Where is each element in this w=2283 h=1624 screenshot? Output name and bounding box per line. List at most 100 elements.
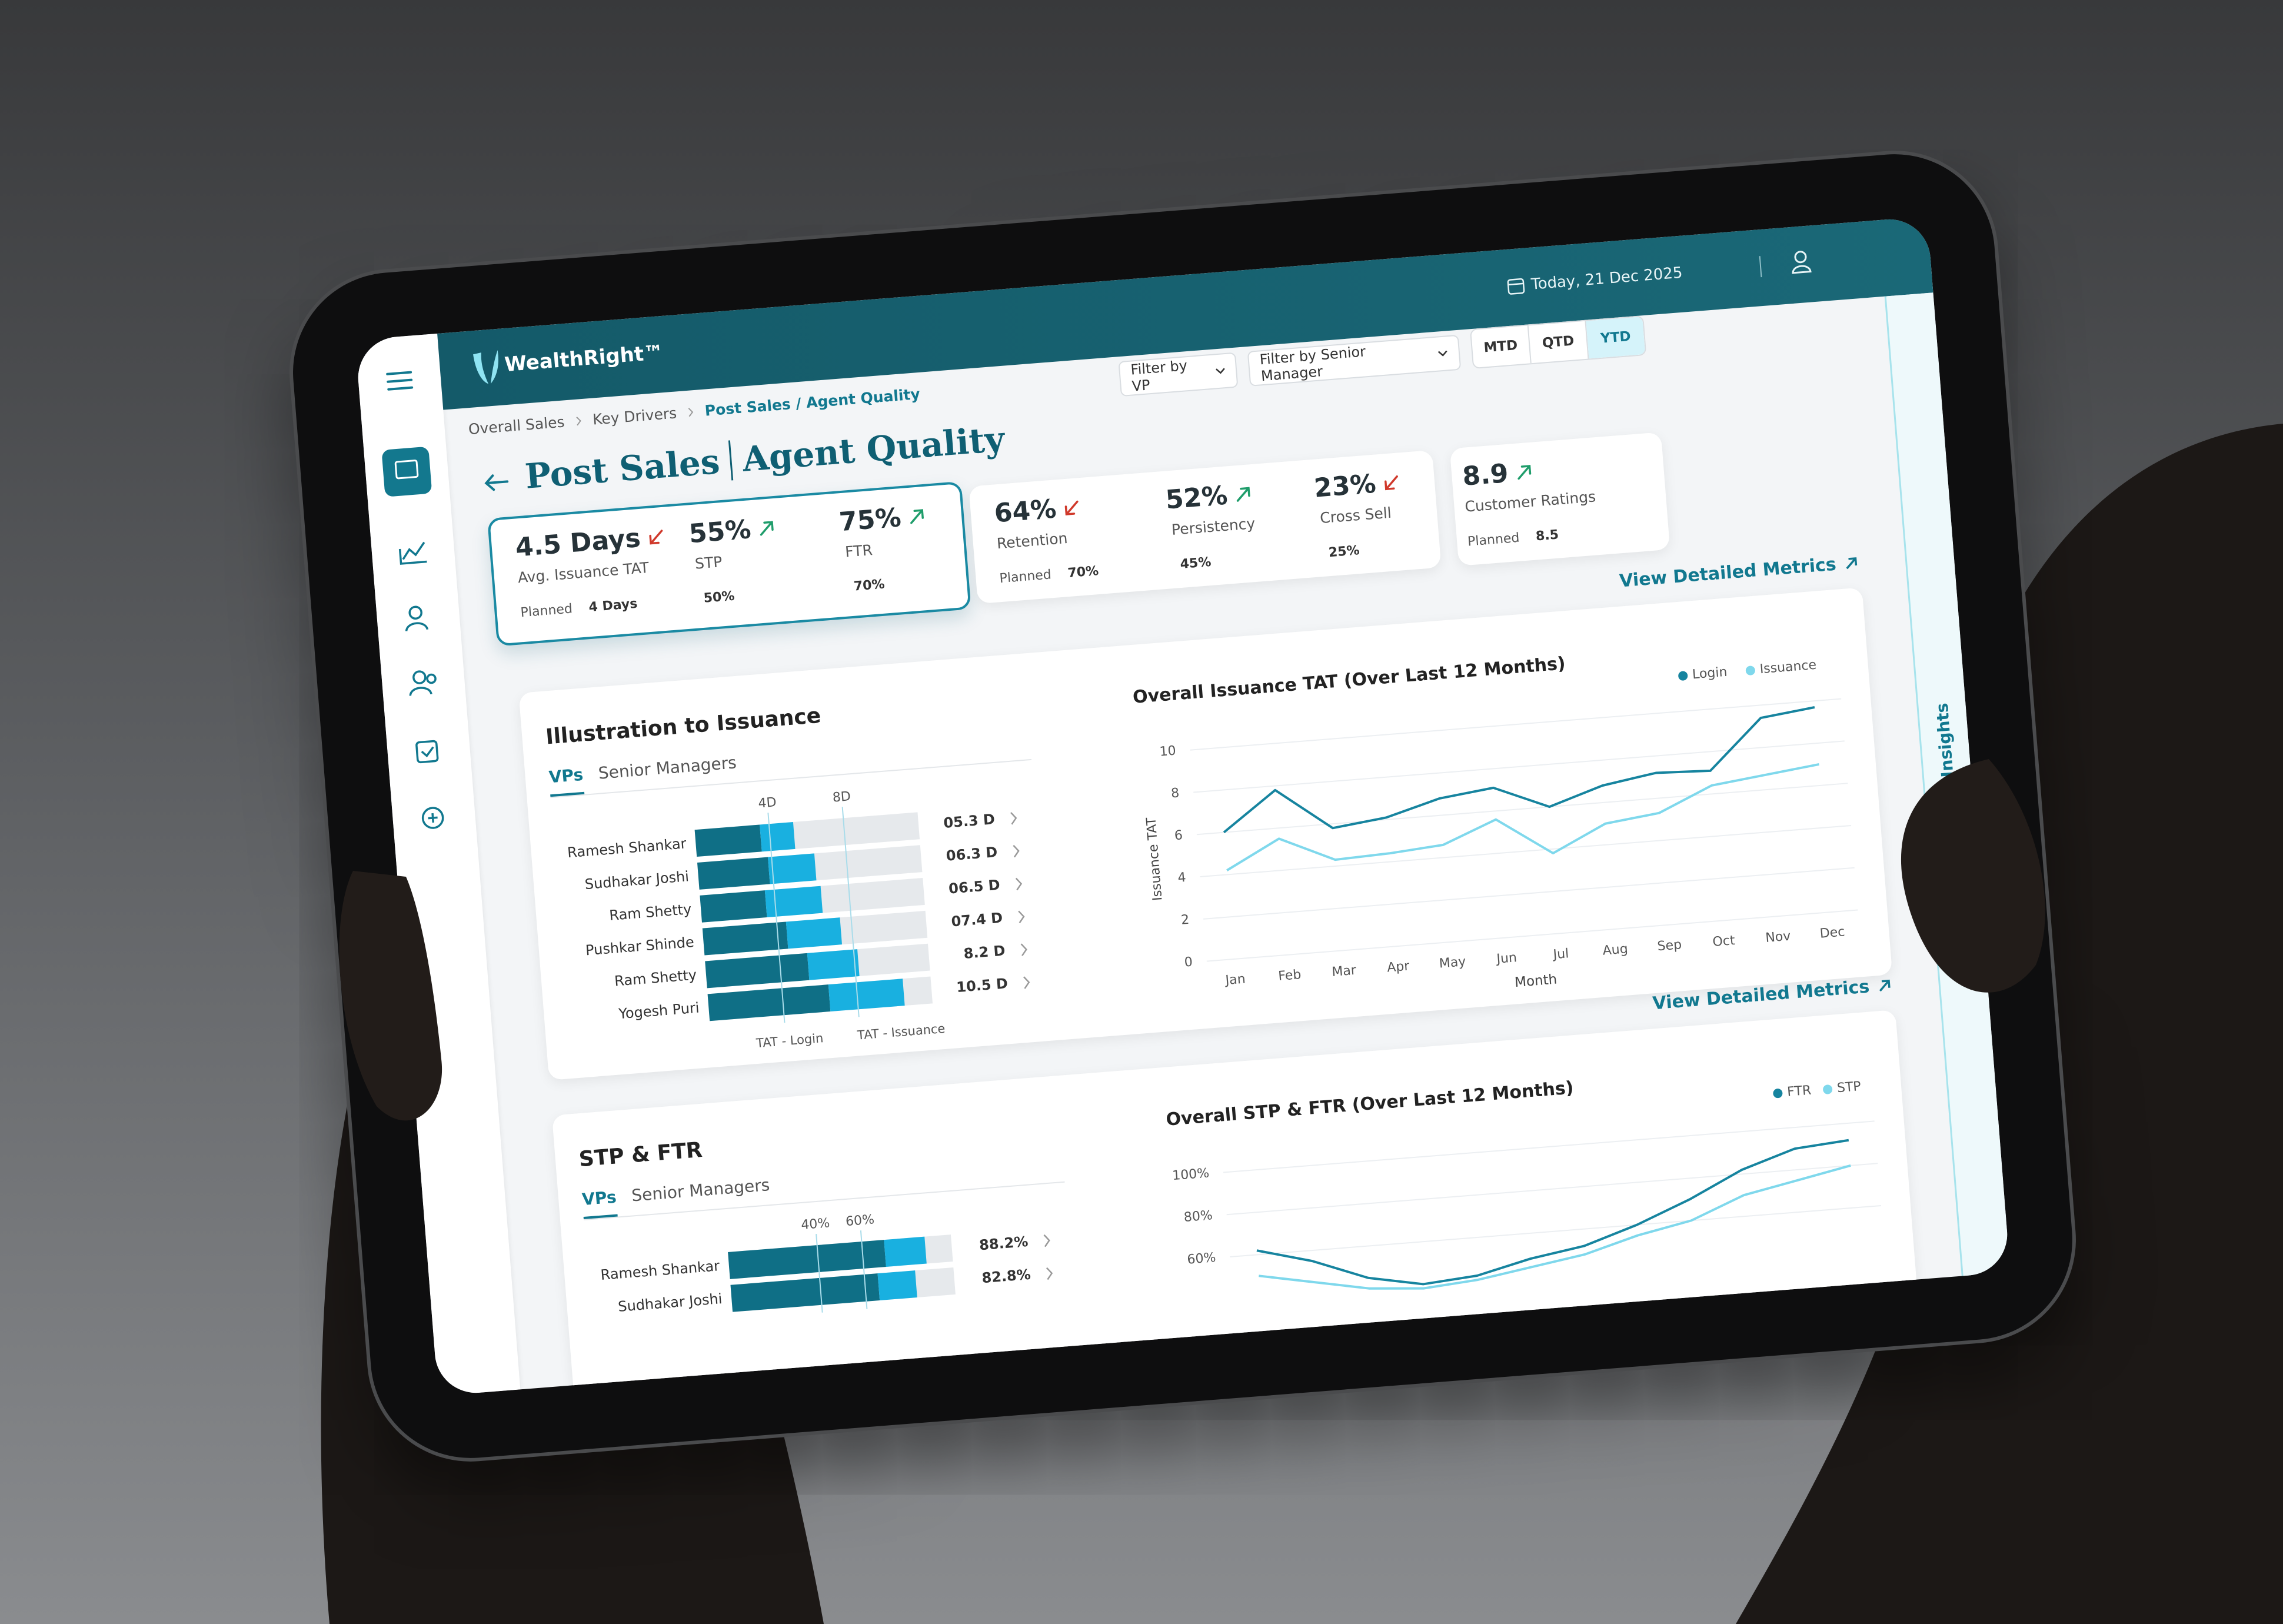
bar-segment <box>700 890 767 923</box>
crumb-separator <box>576 416 581 425</box>
trend-arrow <box>1237 487 1250 502</box>
row-chevron[interactable] <box>1020 943 1027 956</box>
trend-arrow <box>1517 464 1532 480</box>
grid-line <box>1223 1120 1875 1173</box>
grid-line <box>1230 1204 1882 1258</box>
bar-segment <box>697 857 770 890</box>
bar-value-label: 8.2 D <box>963 942 1006 961</box>
bar-segment <box>760 822 796 852</box>
bar-segment <box>828 979 905 1012</box>
trend-arrow <box>1385 475 1399 490</box>
series-line <box>1223 706 1815 834</box>
arrow-path <box>910 508 924 524</box>
dashboard-glyph <box>394 460 419 480</box>
trend-icon[interactable] <box>398 541 427 565</box>
kpi-value: 4.5 Days <box>514 521 666 563</box>
vp-filter[interactable]: Filter by VP <box>1118 352 1239 397</box>
grid-line <box>1196 783 1848 836</box>
arrow-path <box>760 520 774 536</box>
legend-label: STP <box>1836 1079 1862 1096</box>
kpi-value: 64% <box>993 492 1082 528</box>
row-chevron[interactable] <box>1043 1234 1050 1247</box>
bar-segment <box>694 824 762 857</box>
bar-segment <box>877 1270 917 1300</box>
kpi-value: 52% <box>1164 478 1253 515</box>
y-tick-label: 8 <box>1170 786 1180 801</box>
y-tick-label: 60% <box>1187 1250 1217 1267</box>
grid-line <box>1206 909 1858 962</box>
link-arrow <box>1846 557 1858 569</box>
row-chevron[interactable] <box>1023 976 1030 989</box>
bar-segment <box>707 984 831 1021</box>
section-card: Illustration to Issuance VPs Senior Manage… <box>518 587 1893 1080</box>
tick-line <box>841 807 860 1017</box>
grid-line <box>1193 740 1845 793</box>
breadcrumbs: Overall Sales Key Drivers Post Sales / Age… <box>468 385 921 438</box>
user-icon[interactable] <box>1788 248 1813 275</box>
x-tick-label: Oct <box>1712 933 1736 950</box>
kpi-value: 55% <box>688 513 777 549</box>
row-chevron[interactable] <box>1018 910 1025 924</box>
x-axis-label: Month <box>1514 972 1558 991</box>
trend-arrow <box>1064 500 1079 515</box>
legend-dot <box>1773 1089 1783 1099</box>
people-icon[interactable] <box>404 605 429 632</box>
team-icon[interactable] <box>408 670 437 696</box>
x-tick-label: 8D <box>832 789 851 805</box>
arrow-path <box>1846 557 1858 569</box>
y-tick-label: 6 <box>1174 828 1183 843</box>
y-tick-label: 4 <box>1177 870 1187 886</box>
chevron <box>576 416 581 425</box>
caret <box>1215 368 1225 374</box>
x-tick-label: 60% <box>845 1212 875 1229</box>
bar-segment <box>705 953 810 989</box>
arrow-path <box>1385 475 1399 490</box>
right-finger <box>1901 759 2045 993</box>
bar-value-label: 07.4 D <box>951 910 1003 930</box>
menu-icon[interactable] <box>386 371 414 391</box>
series-line <box>1226 763 1819 871</box>
legend-label: FTR <box>1786 1083 1812 1100</box>
tasks-icon[interactable] <box>415 740 439 764</box>
x-tick-label: Nov <box>1765 929 1791 946</box>
chat-icon[interactable] <box>421 807 444 829</box>
x-tick-label: May <box>1439 954 1466 971</box>
legend-dot <box>1678 671 1688 681</box>
y-tick-label: 100% <box>1172 1166 1210 1183</box>
top-bar: WealthRight™ Today, 21 Dec 2025 <box>437 216 1933 410</box>
logo-mark <box>473 350 498 384</box>
dashboard-icon[interactable] <box>381 447 432 497</box>
y-tick-label: 10 <box>1159 744 1177 760</box>
row-chevron[interactable] <box>1046 1267 1053 1280</box>
row-chevron[interactable] <box>1015 877 1023 891</box>
left-thumb <box>339 871 442 1121</box>
y-tick-label: 2 <box>1180 913 1190 928</box>
bar-segment <box>702 921 788 956</box>
row-chevron[interactable] <box>1010 812 1017 825</box>
kpi-card: 4.5 Days Avg. Issuance TAT Planned 4 Days 55… <box>487 481 971 647</box>
x-tick-label: Aug <box>1602 941 1629 958</box>
arrow-path <box>1064 500 1079 515</box>
tick-line <box>860 1230 868 1309</box>
x-tick-label: 4D <box>758 795 777 811</box>
manager-filter[interactable]: Filter by Senior Manager <box>1247 334 1462 387</box>
row-chevron[interactable] <box>1013 844 1020 858</box>
bar-segment <box>884 1236 927 1267</box>
crumb-separator <box>688 407 694 417</box>
trend-arrow <box>910 508 924 524</box>
link-arrow <box>1879 979 1891 991</box>
bar-segment <box>728 1240 886 1279</box>
y-tick-label: 0 <box>1184 955 1193 970</box>
grid-line <box>1200 824 1852 878</box>
grid-line <box>1190 698 1842 751</box>
legend-dot <box>1823 1084 1833 1094</box>
calendar-icon <box>1507 278 1525 295</box>
back-arrow[interactable] <box>481 470 512 495</box>
bar-value-label: 05.3 D <box>943 811 995 831</box>
detail-link[interactable]: View Detailed Metrics <box>1619 553 1859 592</box>
detail-link[interactable]: View Detailed Metrics <box>1652 974 1892 1014</box>
